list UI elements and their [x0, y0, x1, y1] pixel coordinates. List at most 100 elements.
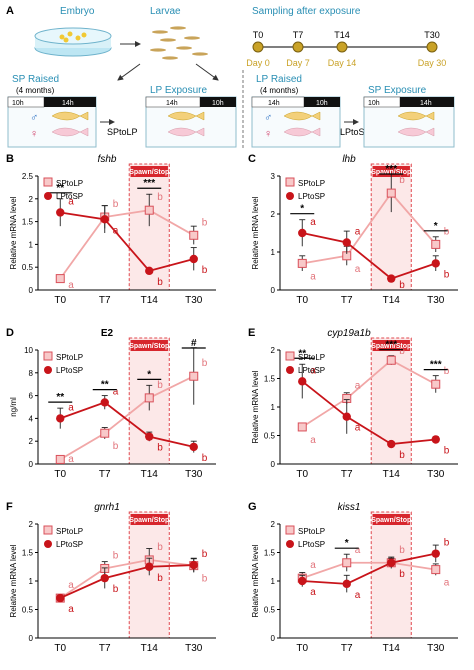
sig-letter-sptolp: b	[113, 441, 119, 452]
y-axis-label: Relative mRNA level	[251, 544, 260, 617]
y-tick-label: 0.5	[264, 606, 276, 615]
x-tick-label: T30	[185, 469, 203, 480]
data-point-lptosp	[56, 414, 65, 423]
spawn-stop-badge	[372, 514, 410, 525]
sig-letter-lptosp: b	[399, 450, 405, 461]
legend-swatch-lptosp	[44, 192, 52, 200]
sig-letter-lptosp: b	[444, 269, 450, 280]
y-tick-label: 0	[271, 460, 276, 469]
lp-exposure-label: LP Exposure	[150, 85, 208, 96]
data-point-lptosp	[298, 377, 307, 386]
sig-letter-lptosp: a	[113, 225, 119, 236]
x-tick-label: T14	[383, 295, 401, 306]
panel-letter: E	[248, 327, 255, 339]
y-axis-label: Relative mRNA level	[9, 196, 18, 269]
sig-letter-sptolp: a	[355, 380, 361, 391]
sig-letter-sptolp: a	[310, 435, 316, 446]
y-tick-label: 10	[24, 346, 33, 355]
timeline-t7: T7	[293, 30, 304, 40]
x-tick-label: T0	[296, 295, 308, 306]
sig-letter-lptosp: a	[310, 365, 316, 376]
x-tick-label: T14	[141, 643, 159, 654]
sig-letter-lptosp: a	[355, 227, 361, 238]
chart-title: kiss1	[338, 502, 361, 513]
timeline-day7: Day 7	[286, 58, 310, 68]
data-point-lptosp	[56, 593, 65, 603]
significance-marker: *	[300, 204, 304, 215]
y-tick-label: 2	[29, 195, 34, 204]
timeline-t14: T14	[334, 30, 350, 40]
legend-swatch-lptosp	[44, 366, 52, 374]
legend-label-sptolp: SPtoLP	[56, 353, 83, 362]
panel-letter: D	[6, 327, 14, 339]
sig-letter-sptolp: b	[399, 545, 405, 556]
data-point-sptolp	[386, 355, 396, 365]
sig-letter-lptosp: b	[444, 538, 450, 549]
y-tick-label: 0.5	[22, 606, 34, 615]
data-point-lptosp	[342, 579, 351, 589]
data-point-sptolp	[297, 258, 307, 268]
spawn-stop-label: Spawn/Stop	[129, 343, 169, 350]
series-line-lptosp	[301, 380, 436, 445]
significance-marker: ***	[143, 178, 155, 189]
data-point-lptosp	[189, 254, 198, 264]
y-tick-label: 0	[271, 286, 276, 295]
panel-letter: F	[6, 501, 13, 513]
sig-letter-sptolp: b	[157, 192, 163, 203]
data-point-lptosp	[145, 562, 154, 571]
arrow-icon	[117, 63, 141, 81]
legend-label-lptosp: LPtoSP	[298, 192, 325, 201]
sig-letter-sptolp: b	[157, 542, 163, 553]
female-symbol: ♀	[30, 128, 38, 140]
chart-title: fshb	[98, 154, 117, 165]
tank-icon	[145, 96, 237, 148]
sig-letter-lptosp: b	[113, 584, 119, 595]
legend-label-sptolp: SPtoLP	[298, 527, 325, 536]
sp-raised-sub: (4 months)	[16, 86, 55, 95]
spawn-stop-label: Spawn/Stop	[129, 169, 169, 176]
y-tick-label: 2	[29, 437, 34, 446]
sig-letter-sptolp: b	[444, 226, 450, 237]
x-tick-label: T30	[427, 469, 445, 480]
series-line-sptolp	[301, 561, 436, 580]
spawn-stop-badge	[130, 166, 168, 177]
x-tick-label: T30	[427, 295, 445, 306]
x-tick-label: T7	[99, 295, 111, 306]
legend-swatch-lptosp	[286, 366, 294, 374]
male-symbol: ♂	[264, 112, 272, 124]
sig-letter-sptolp: b	[202, 574, 208, 585]
chart-panel-d: Spawn/Stop D E2 0 2 4 6 8 10 T0 T7 T14 T30 ng/ml a b b b a…	[6, 327, 216, 480]
petri-dish-icon	[34, 27, 112, 57]
x-tick-label: T0	[54, 643, 66, 654]
y-tick-label: 2.5	[22, 172, 34, 181]
data-point-lptosp	[56, 208, 65, 217]
data-point-lptosp	[100, 215, 109, 224]
series-line-lptosp	[59, 401, 194, 448]
sig-letter-lptosp: b	[202, 549, 208, 560]
chart-panel-f: Spawn/Stop F gnrh1 0 0.5 1 1.5 2 T0 T7 T14 T30 Relat…	[6, 501, 216, 654]
sp-raised-label: SP Raised	[12, 74, 59, 85]
y-tick-label: 1	[271, 403, 276, 412]
y-tick-label: 0	[29, 460, 34, 469]
legend-label-lptosp: LPtoSP	[56, 366, 83, 375]
chart-title: E2	[101, 328, 114, 339]
y-tick-label: 1	[271, 248, 276, 257]
y-axis-label: Relative mRNA level	[251, 196, 260, 269]
x-tick-label: T0	[54, 295, 66, 306]
x-tick-label: T7	[341, 469, 353, 480]
y-tick-label: 1.5	[22, 218, 34, 227]
spawn-stop-badge	[372, 166, 410, 177]
lp-raised-sub: (4 months)	[260, 86, 299, 95]
y-tick-label: 0	[29, 634, 34, 643]
significance-marker: *	[147, 369, 151, 380]
legend-swatch-lptosp	[44, 540, 52, 548]
series-line-sptolp	[302, 191, 437, 265]
sig-letter-sptolp: b	[399, 175, 405, 186]
female-symbol: ♀	[264, 128, 272, 140]
data-point-sptolp	[386, 188, 396, 198]
male-symbol: ♂	[30, 112, 38, 124]
sptolp-label: SPtoLP	[107, 127, 138, 137]
sampling-title: Sampling after exposure	[252, 6, 361, 17]
sig-letter-sptolp: b	[202, 358, 208, 369]
sig-letter-lptosp: b	[202, 453, 208, 464]
